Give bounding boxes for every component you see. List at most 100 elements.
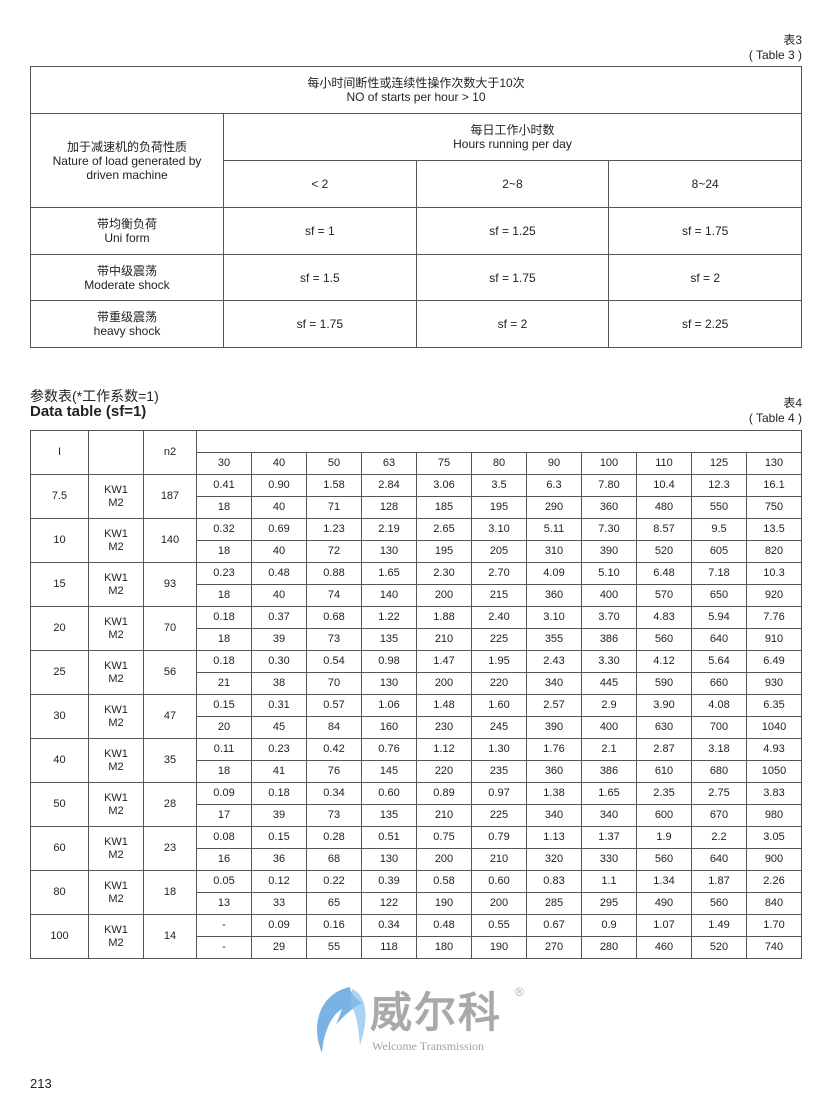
kw-value: 0.18 [251, 782, 307, 805]
m2-value: 145 [361, 760, 417, 783]
n2-cell: 14 [143, 914, 197, 959]
kw-value: 0.9 [581, 914, 637, 937]
kw-value: 1.65 [361, 562, 417, 585]
load-type-cn: 带均衡负荷 [96, 217, 157, 231]
kw-value: - [196, 914, 252, 937]
sf-value: sf = 1.75 [415, 254, 610, 301]
kw-value: 1.1 [581, 870, 637, 893]
kw-label: KW1 [104, 483, 128, 496]
kw-value: 1.06 [361, 694, 417, 717]
m2-value: 400 [581, 584, 637, 607]
kw-m2-label: KW1 M2 [88, 518, 144, 563]
m2-value: 190 [416, 892, 472, 915]
m2-value: 17 [196, 804, 252, 827]
m2-value: 70 [306, 672, 362, 695]
m2-value: 40 [251, 496, 307, 519]
m2-value: 18 [196, 760, 252, 783]
m2-value: 220 [471, 672, 527, 695]
kw-value: 7.30 [581, 518, 637, 541]
n2-cell: 56 [143, 650, 197, 695]
kw-label: KW1 [104, 659, 128, 672]
kw-value: 6.3 [526, 474, 582, 497]
kw-value: 1.13 [526, 826, 582, 849]
kw-value: 7.76 [746, 606, 802, 629]
kw-value: 3.30 [581, 650, 637, 673]
ratio-cell: 60 [30, 826, 89, 871]
m2-value: 18 [196, 540, 252, 563]
m2-value: 210 [471, 848, 527, 871]
m2-value: 245 [471, 716, 527, 739]
kw-value: 0.05 [196, 870, 252, 893]
m2-value: 445 [581, 672, 637, 695]
m2-value: 190 [471, 936, 527, 959]
table3-title: 每小时间断性或连续性操作次数大于10次 NO of starts per hou… [30, 66, 802, 114]
m2-value: 185 [416, 496, 472, 519]
table-row-kw: 80 KW1 M2 18 0.05 0.12 0.22 0.39 0.58 0.60 0.83 1.1… [30, 870, 802, 915]
m2-value: 630 [636, 716, 692, 739]
m2-value: 740 [746, 936, 802, 959]
kw-value: 0.60 [471, 870, 527, 893]
kw-value: 1.12 [416, 738, 472, 761]
kw-value: 0.57 [306, 694, 362, 717]
table-row-m2: 18 39 73 135 210 225 355 386 560 640 910 [31, 628, 802, 651]
kw-value: 0.09 [251, 914, 307, 937]
kw-m2-label: KW1 M2 [88, 474, 144, 519]
m2-value: 41 [251, 760, 307, 783]
n2-cell: 93 [143, 562, 197, 607]
sf-value: sf = 2.25 [608, 300, 802, 348]
m2-value: 39 [251, 628, 307, 651]
load-type: 带均衡负荷 Uni form [30, 207, 224, 255]
kw-m2-label: KW1 M2 [88, 870, 144, 915]
m2-label: M2 [108, 540, 124, 553]
table-row-kw: 25 KW1 M2 56 0.18 0.30 0.54 0.98 1.47 1.95 2.43 3.3… [30, 650, 802, 695]
load-type-en: heavy shock [93, 324, 161, 338]
table-row-m2: 16 36 68 130 200 210 320 330 560 640 900 [31, 848, 802, 871]
table4-label-cn: 表4 [783, 396, 802, 410]
kw-value: 12.3 [691, 474, 747, 497]
m2-value: 920 [746, 584, 802, 607]
m2-value: 900 [746, 848, 802, 871]
kw-value: 2.35 [636, 782, 692, 805]
m2-value: 640 [691, 848, 747, 871]
m2-value: 280 [581, 936, 637, 959]
table3-label: 表3 ( Table 3 ) [749, 33, 802, 63]
kw-value: 0.89 [416, 782, 472, 805]
kw-value: 5.11 [526, 518, 582, 541]
kw-value: 2.9 [581, 694, 637, 717]
m2-value: 65 [306, 892, 362, 915]
m2-value: 71 [306, 496, 362, 519]
n2-cell: 23 [143, 826, 197, 871]
kw-value: 4.12 [636, 650, 692, 673]
kw-value: 1.23 [306, 518, 362, 541]
m2-value: 295 [581, 892, 637, 915]
kw-value: 16.1 [746, 474, 802, 497]
size-row: 30 40 50 63 75 80 90 100 110 125 130 [31, 452, 802, 475]
size-header: 75 [416, 452, 472, 475]
m2-value: 118 [361, 936, 417, 959]
kw-value: 3.18 [691, 738, 747, 761]
table3-row: 带中级震荡 Moderate shock sf = 1.5 sf = 1.75 s… [30, 254, 802, 301]
kw-m2-label: KW1 M2 [88, 606, 144, 651]
m2-value: 225 [471, 628, 527, 651]
size-header: 40 [251, 452, 307, 475]
kw-value: 2.84 [361, 474, 417, 497]
table4-title-en: Data table (sf=1) [30, 403, 147, 420]
kw-label: KW1 [104, 923, 128, 936]
table-row-m2: 20 45 84 160 230 245 390 400 630 700 1040 [31, 716, 802, 739]
m2-value: 68 [306, 848, 362, 871]
m2-value: 660 [691, 672, 747, 695]
m2-value: 128 [361, 496, 417, 519]
hours-header-cn: 每日工作小时数 [470, 123, 555, 137]
m2-value: 910 [746, 628, 802, 651]
kw-value: 0.54 [306, 650, 362, 673]
kw-value: 0.31 [251, 694, 307, 717]
m2-value: 640 [691, 628, 747, 651]
size-header: 30 [196, 452, 252, 475]
m2-value: 330 [581, 848, 637, 871]
n2-cell: 70 [143, 606, 197, 651]
m2-value: 84 [306, 716, 362, 739]
m2-label: M2 [108, 892, 124, 905]
m2-value: 310 [526, 540, 582, 563]
m2-label: M2 [108, 936, 124, 949]
hours-header: 每日工作小时数 Hours running per day [223, 113, 802, 161]
